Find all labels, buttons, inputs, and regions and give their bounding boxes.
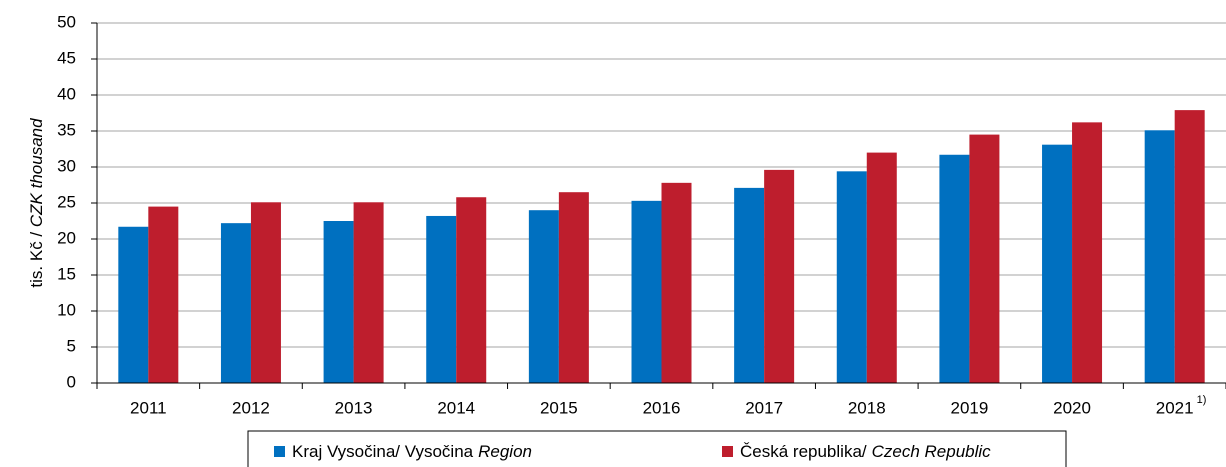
legend-italic: Region	[478, 442, 532, 461]
y-label-text: tis. Kč /	[27, 227, 46, 287]
y-label-italic: CZK thousand	[27, 118, 46, 227]
y-tick-label: 40	[57, 84, 76, 103]
y-tick-label: 30	[57, 156, 76, 175]
bar	[1144, 130, 1175, 383]
y-tick-label: 20	[57, 228, 76, 247]
bar	[220, 223, 251, 383]
x-tick-label: 2018	[848, 398, 886, 417]
bar	[939, 154, 970, 383]
bar	[866, 152, 897, 383]
bar	[969, 134, 1000, 383]
x-tick-label: 2019	[950, 398, 988, 417]
bar	[528, 210, 559, 383]
bar	[1174, 110, 1205, 384]
bar	[456, 197, 487, 383]
y-tick-label: 10	[57, 300, 76, 319]
bar	[661, 182, 692, 383]
x-tick-label: 2015	[540, 398, 578, 417]
x-tick-label: 2013	[335, 398, 373, 417]
x-tick-label: 2017	[745, 398, 783, 417]
x-tick-label: 2014	[437, 398, 475, 417]
bar	[118, 226, 149, 383]
y-tick-label: 25	[57, 192, 76, 211]
bar	[323, 221, 354, 383]
x-tick-label: 2012	[232, 398, 270, 417]
legend-box	[247, 430, 1067, 467]
bar	[353, 202, 384, 383]
y-tick-label: 35	[57, 120, 76, 139]
legend-name: Česká republika/	[740, 442, 867, 461]
x-tick-label: 2011	[130, 398, 167, 417]
x-tick-superscript: 1)	[1197, 394, 1207, 406]
bar	[558, 192, 589, 383]
bar	[250, 202, 281, 383]
bar	[836, 171, 867, 383]
bar	[1042, 144, 1073, 383]
legend-swatch	[274, 446, 285, 457]
legend-name: Kraj Vysočina/ Vysočina	[292, 442, 474, 461]
y-tick-label: 5	[67, 336, 76, 355]
bar	[734, 187, 765, 383]
legend-swatch	[722, 446, 733, 457]
bar	[426, 215, 457, 383]
legend-label: Česká republika/Czech Republic	[740, 442, 991, 461]
y-tick-label: 15	[57, 264, 76, 283]
bar	[1072, 122, 1103, 384]
bar	[631, 200, 662, 383]
legend-label: Kraj Vysočina/ Vysočina Region	[292, 442, 532, 461]
y-tick-label: 0	[67, 372, 76, 391]
legend-italic: Czech Republic	[872, 442, 992, 461]
y-axis-label: tis. Kč / CZK thousand	[27, 118, 46, 288]
x-tick-label: 2020	[1053, 398, 1091, 417]
x-tick-label: 2016	[643, 398, 681, 417]
y-tick-label: 50	[57, 12, 76, 31]
x-tick-label: 2021	[1156, 398, 1194, 417]
bar	[148, 206, 179, 383]
bar	[764, 169, 795, 383]
y-tick-label: 45	[57, 48, 76, 67]
